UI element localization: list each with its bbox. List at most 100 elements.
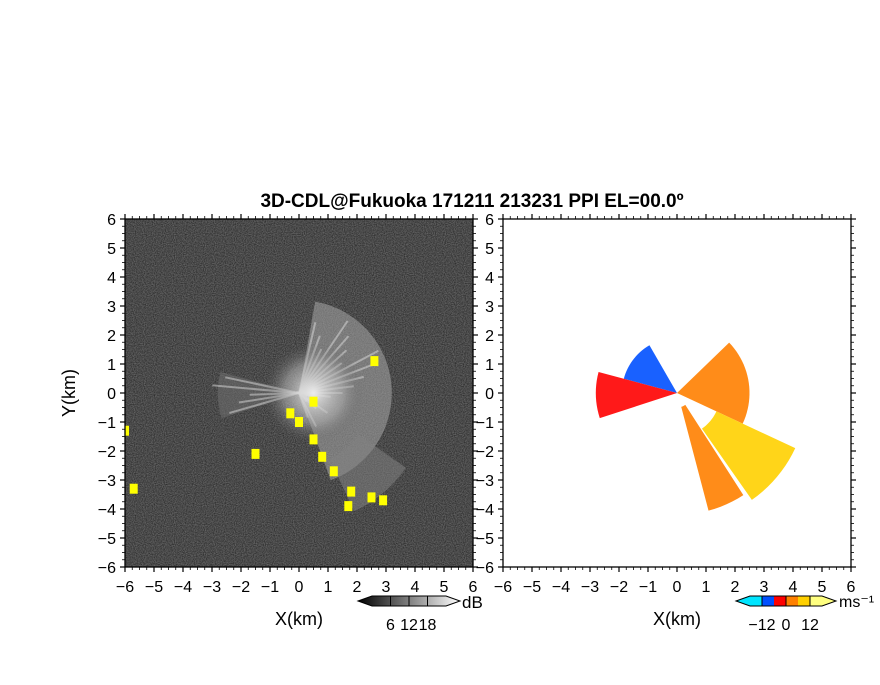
snr-flagged-point xyxy=(379,495,388,506)
snr-region-echo-west xyxy=(217,371,299,419)
snr-flagged-point xyxy=(329,466,338,477)
velocity-colorbar-segment xyxy=(810,596,823,606)
velocity-colorbar-segment xyxy=(750,596,763,606)
velocity-colorbar-segment xyxy=(786,596,799,606)
velocity-y-tick-label: 5 xyxy=(485,241,494,258)
snr-y-tick-label: −5 xyxy=(98,531,116,548)
velocity-colorbar-segment xyxy=(798,596,811,606)
snr-y-tick-label: 4 xyxy=(107,270,116,287)
velocity-x-tick-label: −4 xyxy=(552,579,570,596)
snr-x-tick-label: −4 xyxy=(174,579,192,596)
velocity-x-tick-label: −3 xyxy=(581,579,599,596)
velocity-x-tick-label: −5 xyxy=(523,579,541,596)
velocity-y-tick-label: 1 xyxy=(485,357,494,374)
snr-flagged-point xyxy=(347,486,356,497)
velocity-x-tick-label: 2 xyxy=(731,579,740,596)
snr-colorbar: 6 12 18 dB xyxy=(356,593,483,634)
velocity-x-tick-label: 6 xyxy=(847,579,856,596)
velocity-x-tick-label: 3 xyxy=(760,579,769,596)
snr-y-tick-label: −6 xyxy=(98,560,116,577)
snr-x-tick-label: −6 xyxy=(116,579,134,596)
snr-y-tick-label: 3 xyxy=(107,299,116,316)
velocity-colorbar-tick-label: −12 xyxy=(748,617,775,634)
snr-colorbar-tick-label: 6 xyxy=(386,617,395,634)
velocity-x-tick-label: −1 xyxy=(639,579,657,596)
velocity-y-tick-label: −5 xyxy=(476,531,494,548)
velocity-y-tick-label: 3 xyxy=(485,299,494,316)
snr-colorbar-tick-label: 12 xyxy=(400,617,418,634)
snr-y-tick-label: −1 xyxy=(98,415,116,432)
snr-flagged-point xyxy=(286,408,295,419)
velocity-y-tick-label: 4 xyxy=(485,270,494,287)
snr-x-tick-label: 4 xyxy=(411,579,420,596)
velocity-colorbar-unit: ms⁻¹ xyxy=(839,594,874,611)
snr-x-tick-label: 0 xyxy=(295,579,304,596)
snr-panel: −6 −5 −4 −3 −2 −1 0 1 2 3 4 5 6 6 5 4 3 2 1 0 −1 −2 −3 −4 −5 −6 Y… xyxy=(59,212,478,629)
snr-y-tick-label: 1 xyxy=(107,357,116,374)
velocity-colorbar: −12 0 12 ms⁻¹ xyxy=(734,594,874,634)
velocity-colorbar-high-arrow xyxy=(822,596,836,606)
velocity-x-axis-label: X(km) xyxy=(653,609,701,629)
snr-colorbar-ticks: 6 12 18 xyxy=(386,596,437,634)
snr-y-tick-label: 0 xyxy=(107,386,116,403)
velocity-region-folded-south-edge xyxy=(681,404,744,511)
snr-x-axis-label: X(km) xyxy=(275,609,323,629)
snr-x-tick-label: −2 xyxy=(232,579,250,596)
velocity-y-tick-label: −4 xyxy=(476,502,494,519)
snr-y-tick-label: 6 xyxy=(107,212,116,229)
velocity-region-approaching-northwest xyxy=(623,345,677,393)
snr-x-tick-label: −3 xyxy=(203,579,221,596)
snr-flagged-point xyxy=(295,417,303,427)
snr-flagged-point xyxy=(251,448,260,459)
snr-flagged-point xyxy=(125,425,129,436)
snr-y-tick-label: −3 xyxy=(98,473,116,490)
velocity-x-tick-label: 4 xyxy=(789,579,798,596)
snr-colorbar-tick-label: 18 xyxy=(419,617,437,634)
snr-y-tick-label: −4 xyxy=(98,502,116,519)
snr-flagged-point xyxy=(309,396,318,407)
velocity-x-tick-label: 5 xyxy=(818,579,827,596)
velocity-echo-layer xyxy=(595,342,796,511)
velocity-y-tick-label: 0 xyxy=(485,386,494,403)
snr-flag-layer xyxy=(125,356,388,512)
snr-flagged-point xyxy=(309,434,318,445)
velocity-colorbar-bar xyxy=(736,596,836,606)
snr-flagged-point xyxy=(318,451,327,462)
snr-flagged-point xyxy=(370,356,379,367)
snr-x-tick-label: −1 xyxy=(261,579,279,596)
velocity-region-approaching-west xyxy=(595,371,677,419)
snr-x-tick-label: 6 xyxy=(469,579,478,596)
velocity-colorbar-low-arrow xyxy=(736,596,750,606)
velocity-y-tick-label: −6 xyxy=(476,560,494,577)
figure-title: 3D-CDL@Fukuoka 171211 213231 PPI EL=00.0… xyxy=(260,191,683,212)
velocity-x-tick-label: −6 xyxy=(494,579,512,596)
snr-y-axis-label: Y(km) xyxy=(59,369,79,417)
velocity-colorbar-tick-label: 0 xyxy=(782,617,791,634)
snr-x-tick-label: 5 xyxy=(440,579,449,596)
snr-flagged-point xyxy=(129,483,138,494)
snr-x-tick-label: 3 xyxy=(382,579,391,596)
velocity-y-tick-label: −2 xyxy=(476,444,494,461)
velocity-axis-ticks: −6 −5 −4 −3 −2 −1 0 1 2 3 4 5 6 6 5 4 3 2 1 0 −1 −2 −3 −4 −5 −6 xyxy=(476,212,856,596)
velocity-y-tick-label: −3 xyxy=(476,473,494,490)
velocity-y-tick-label: 6 xyxy=(485,212,494,229)
velocity-colorbar-segment xyxy=(774,596,787,606)
velocity-panel: −6 −5 −4 −3 −2 −1 0 1 2 3 4 5 6 6 5 4 3 2 1 0 −1 −2 −3 −4 −5 −6 X… xyxy=(476,212,856,629)
velocity-x-tick-label: 0 xyxy=(673,579,682,596)
velocity-colorbar-segment xyxy=(762,596,775,606)
snr-colorbar-unit: dB xyxy=(462,593,483,612)
snr-echo-core xyxy=(263,343,364,443)
velocity-x-tick-label: −2 xyxy=(610,579,628,596)
velocity-region-receding-southeast xyxy=(701,411,796,500)
snr-flagged-point xyxy=(344,501,353,512)
velocity-y-tick-label: 2 xyxy=(485,328,494,345)
velocity-colorbar-ticks: −12 0 12 xyxy=(748,596,819,634)
velocity-colorbar-tick-label: 12 xyxy=(801,617,819,634)
snr-flagged-point xyxy=(367,492,376,503)
snr-y-tick-label: 5 xyxy=(107,241,116,258)
velocity-colorbar-outline xyxy=(734,595,838,607)
snr-y-tick-label: 2 xyxy=(107,328,116,345)
snr-axis-ticks: −6 −5 −4 −3 −2 −1 0 1 2 3 4 5 6 6 5 4 3 2 1 0 −1 −2 −3 −4 −5 −6 xyxy=(98,212,478,596)
